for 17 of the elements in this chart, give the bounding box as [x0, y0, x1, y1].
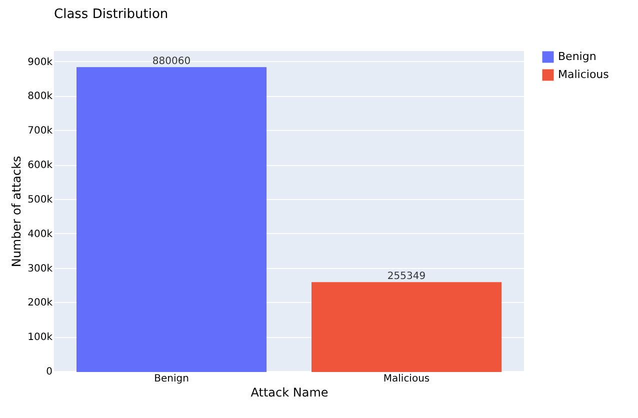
data-label: 880060 — [152, 56, 191, 68]
y-tick-label: 600k — [28, 160, 53, 172]
y-tick-label: 900k — [28, 56, 53, 68]
y-tick-label: 800k — [28, 91, 53, 102]
y-tick-label: 700k — [28, 126, 53, 137]
chart-title: Class Distribution — [54, 7, 168, 22]
legend-label: Benign — [558, 50, 596, 63]
y-tick-label: 500k — [28, 194, 53, 206]
x-axis-title: Attack Name — [250, 386, 328, 400]
y-tick-label: 300k — [28, 263, 53, 274]
legend-label: Malicious — [558, 68, 610, 81]
y-tick-label: 200k — [28, 298, 53, 309]
data-label: 255349 — [387, 271, 426, 282]
y-tick-label: 0 — [46, 366, 52, 378]
y-axis-title: Number of attacks — [10, 156, 24, 268]
y-tick-label: 100k — [28, 332, 53, 344]
y-tick-label: 400k — [28, 228, 53, 240]
